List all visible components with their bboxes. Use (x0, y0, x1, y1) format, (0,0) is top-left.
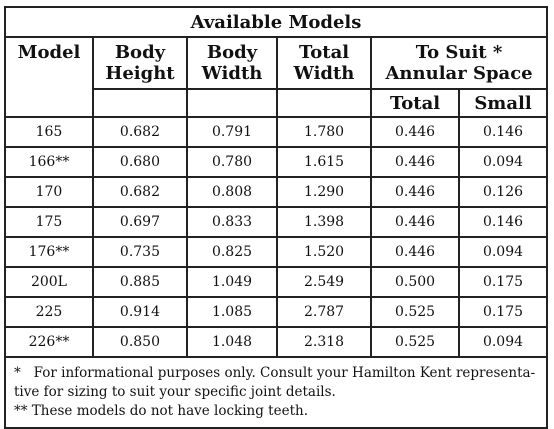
cell-body-width: 1.048 (186, 326, 278, 358)
cell-body-height: 0.697 (91, 206, 189, 238)
cell-body-height: 0.682 (91, 176, 189, 208)
table-row: 176** 0.735 0.825 1.520 0.446 0.094 (4, 236, 548, 268)
header-total-width: Total Width (275, 36, 373, 90)
header-body-height-line2: Height (105, 63, 175, 84)
cell-total-width: 2.787 (275, 296, 373, 328)
header-blank-total-width (275, 88, 373, 118)
models-table: Available Models Model Body Height Body … (4, 6, 548, 429)
cell-total-width: 2.318 (275, 326, 373, 358)
cell-body-width: 0.808 (186, 176, 278, 208)
table-row: 166** 0.680 0.780 1.615 0.446 0.094 (4, 146, 548, 178)
header-total-width-line2: Width (293, 63, 355, 84)
cell-body-height: 0.682 (91, 116, 189, 148)
cell-body-height: 0.914 (91, 296, 189, 328)
table-row: 165 0.682 0.791 1.780 0.446 0.146 (4, 116, 548, 148)
cell-small: 0.094 (458, 146, 548, 178)
cell-total: 0.500 (370, 266, 461, 298)
header-blank-body-width (186, 88, 278, 118)
footnote-line-3: ** These models do not have locking teet… (14, 403, 308, 419)
cell-small: 0.126 (458, 176, 548, 208)
cell-small: 0.175 (458, 266, 548, 298)
cell-total: 0.525 (370, 296, 461, 328)
cell-model: 170 (4, 176, 94, 208)
header-body-width: Body Width (186, 36, 278, 90)
cell-model: 166** (4, 146, 94, 178)
cell-small: 0.094 (458, 326, 548, 358)
cell-model: 225 (4, 296, 94, 328)
footnote-line-2: tive for sizing to suit your specific jo… (14, 384, 336, 400)
footnotes: * For informational purposes only. Consu… (4, 356, 548, 429)
table-body: 165 0.682 0.791 1.780 0.446 0.146 166** 0.680 0.… (4, 116, 548, 358)
footnote-line-1: * For informational purposes only. Consu… (14, 365, 536, 381)
cell-total-width: 1.398 (275, 206, 373, 238)
cell-total-width: 1.780 (275, 116, 373, 148)
cell-small: 0.094 (458, 236, 548, 268)
header-to-suit: To Suit * Annular Space (370, 36, 548, 90)
cell-body-height: 0.850 (91, 326, 189, 358)
header-blank-body-height (91, 88, 189, 118)
cell-total-width: 1.615 (275, 146, 373, 178)
cell-body-height: 0.680 (91, 146, 189, 178)
header-body-height-line1: Body (114, 42, 166, 63)
cell-total: 0.446 (370, 206, 461, 238)
table-row: 170 0.682 0.808 1.290 0.446 0.126 (4, 176, 548, 208)
cell-small: 0.175 (458, 296, 548, 328)
available-models-sheet: Available Models Model Body Height Body … (4, 6, 548, 429)
cell-total: 0.446 (370, 116, 461, 148)
cell-body-width: 0.791 (186, 116, 278, 148)
header-to-suit-line1: To Suit * (415, 42, 503, 63)
cell-model: 200L (4, 266, 94, 298)
cell-total-width: 1.290 (275, 176, 373, 208)
cell-body-width: 0.780 (186, 146, 278, 178)
cell-model: 165 (4, 116, 94, 148)
header-body-height: Body Height (91, 36, 189, 90)
cell-model: 175 (4, 206, 94, 238)
header-total-width-line1: Total (298, 42, 350, 63)
header-body-width-line2: Width (201, 63, 263, 84)
cell-body-width: 0.825 (186, 236, 278, 268)
cell-body-width: 1.049 (186, 266, 278, 298)
header-to-suit-line2: Annular Space (385, 63, 533, 84)
cell-total: 0.525 (370, 326, 461, 358)
table-row: 226** 0.850 1.048 2.318 0.525 0.094 (4, 326, 548, 358)
table-row: 225 0.914 1.085 2.787 0.525 0.175 (4, 296, 548, 328)
cell-small: 0.146 (458, 206, 548, 238)
cell-total-width: 2.549 (275, 266, 373, 298)
cell-body-height: 0.885 (91, 266, 189, 298)
header-model: Model (4, 36, 94, 118)
cell-total-width: 1.520 (275, 236, 373, 268)
table-title: Available Models (4, 6, 548, 38)
table-row: 175 0.697 0.833 1.398 0.446 0.146 (4, 206, 548, 238)
cell-small: 0.146 (458, 116, 548, 148)
cell-body-width: 0.833 (186, 206, 278, 238)
header-sub-small: Small (458, 88, 548, 118)
cell-total: 0.446 (370, 146, 461, 178)
cell-body-width: 1.085 (186, 296, 278, 328)
table-row: 200L 0.885 1.049 2.549 0.500 0.175 (4, 266, 548, 298)
cell-total: 0.446 (370, 176, 461, 208)
cell-total: 0.446 (370, 236, 461, 268)
cell-model: 176** (4, 236, 94, 268)
cell-body-height: 0.735 (91, 236, 189, 268)
header-body-width-line1: Body (206, 42, 258, 63)
header-sub-total: Total (370, 88, 461, 118)
cell-model: 226** (4, 326, 94, 358)
